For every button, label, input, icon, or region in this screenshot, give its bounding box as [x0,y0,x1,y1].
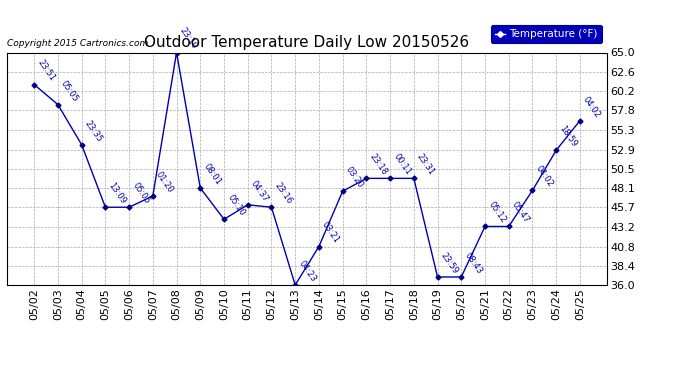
Legend: Temperature (°F): Temperature (°F) [491,25,602,44]
Text: 23:59: 23:59 [439,251,460,276]
Text: 04:37: 04:37 [249,178,270,204]
Text: 03:20: 03:20 [344,165,365,190]
Text: Copyright 2015 Cartronics.com: Copyright 2015 Cartronics.com [7,39,148,48]
Text: 23:10: 23:10 [178,26,199,51]
Text: 04:02: 04:02 [534,164,555,189]
Text: 05:05: 05:05 [59,79,80,103]
Text: 01:20: 01:20 [154,170,175,195]
Text: 04:23: 04:23 [297,259,317,284]
Text: 23:16: 23:16 [273,181,294,206]
Text: 05:05: 05:05 [130,181,152,206]
Text: 03:21: 03:21 [320,220,342,245]
Text: 05:47: 05:47 [510,200,531,225]
Text: 08:43: 08:43 [463,251,484,276]
Text: 23:51: 23:51 [36,58,57,83]
Text: 05:10: 05:10 [226,193,246,218]
Text: 23:31: 23:31 [415,152,436,177]
Text: 13:09: 13:09 [107,181,128,206]
Text: 08:01: 08:01 [201,162,223,187]
Text: 05:12: 05:12 [486,201,507,225]
Text: 04:02: 04:02 [581,94,602,119]
Title: Outdoor Temperature Daily Low 20150526: Outdoor Temperature Daily Low 20150526 [144,35,470,50]
Text: 18:59: 18:59 [558,124,579,149]
Text: 23:35: 23:35 [83,118,104,143]
Text: 23:18: 23:18 [368,152,389,177]
Text: 00:11: 00:11 [391,152,413,177]
